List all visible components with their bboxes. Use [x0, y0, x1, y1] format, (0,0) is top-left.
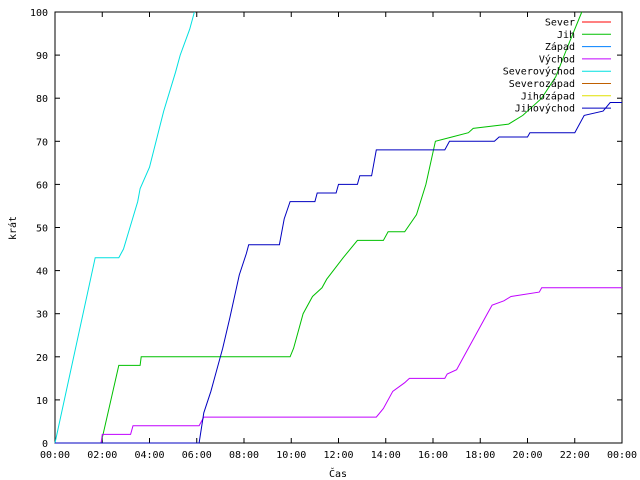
x-tick-label: 00:00: [40, 450, 70, 461]
x-tick-label: 14:00: [371, 450, 401, 461]
legend-label: Západ: [545, 41, 575, 53]
legend-label: Jih: [557, 30, 575, 41]
legend-label: Jihovýchod: [515, 103, 575, 115]
y-tick-label: 40: [36, 267, 48, 278]
series-line: [55, 11, 583, 444]
series-line: [54, 11, 195, 444]
x-tick-label: 22:00: [560, 450, 590, 461]
y-tick-label: 10: [36, 396, 48, 407]
y-tick-label: 60: [36, 180, 48, 191]
legend-label: Severozápad: [509, 78, 575, 90]
y-tick-label: 80: [36, 94, 48, 105]
y-tick-label: 50: [36, 224, 48, 235]
x-tick-label: 06:00: [182, 450, 212, 461]
legend-label: Jihozápad: [521, 90, 575, 102]
x-tick-label: 00:00: [607, 450, 637, 461]
series-line: [55, 287, 622, 444]
x-tick-label: 02:00: [87, 450, 117, 461]
x-tick-label: 04:00: [134, 450, 164, 461]
x-tick-label: 12:00: [323, 450, 353, 461]
x-tick-label: 08:00: [229, 450, 259, 461]
series-line: [55, 102, 622, 444]
y-tick-label: 70: [36, 137, 48, 148]
legend-label: Severovýchod: [503, 66, 575, 78]
x-tick-label: 10:00: [276, 450, 306, 461]
series-lines: [54, 11, 622, 444]
legend-label: Východ: [539, 53, 575, 65]
legend: SeverJihZápadVýchodSeverovýchodSeverozáp…: [503, 18, 611, 115]
y-axis-label: krát: [7, 216, 19, 240]
y-tick-label: 90: [36, 51, 48, 62]
y-tick-label: 20: [36, 353, 48, 364]
y-tick-label: 0: [42, 439, 48, 450]
tick-labels: 00:00 02:00 04:00 06:00 08:00 10:00 12:00 14:00…: [30, 8, 637, 461]
x-tick-label: 16:00: [418, 450, 448, 461]
legend-label: Sever: [545, 18, 575, 29]
axis-ticks: [54, 11, 623, 444]
y-tick-label: 30: [36, 310, 48, 321]
y-tick-label: 100: [30, 8, 48, 19]
x-tick-label: 20:00: [512, 450, 542, 461]
x-axis-label: Čas: [329, 467, 347, 480]
x-tick-label: 18:00: [465, 450, 495, 461]
